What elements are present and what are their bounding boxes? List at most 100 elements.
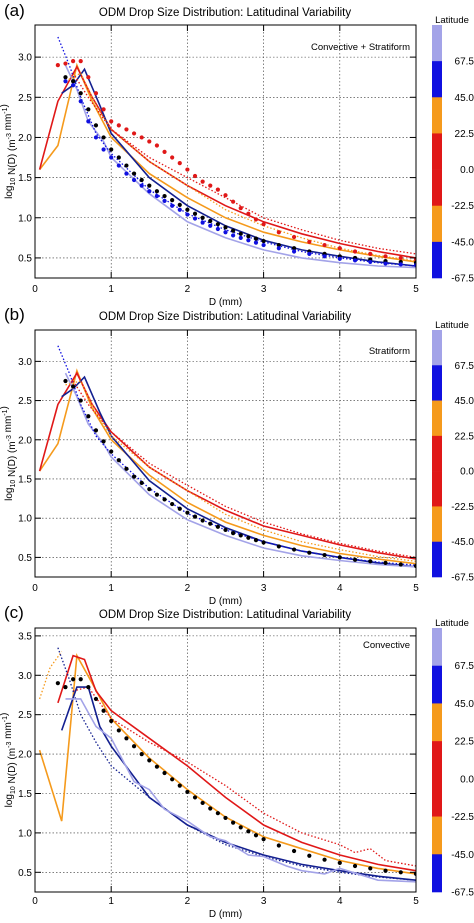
- data-point-black: [139, 751, 144, 757]
- data-point-red: [177, 161, 182, 166]
- data-point-blue: [185, 212, 190, 217]
- data-point-black: [276, 843, 281, 848]
- x-tick-label: 2: [185, 896, 191, 907]
- data-point-black: [101, 439, 106, 444]
- series-line-navy-dotted: [57, 647, 416, 881]
- colorbar-c: Latitude 67.5 45.0 22.5 0.0 -22.5 -45.0 -67.5: [432, 618, 474, 899]
- data-point-red: [368, 251, 373, 257]
- data-point-blue: [147, 189, 152, 194]
- data-point-red: [291, 234, 297, 240]
- data-point-black: [116, 155, 121, 160]
- data-point-red: [307, 239, 312, 244]
- data-point-black: [154, 492, 160, 497]
- data-point-black: [291, 246, 297, 251]
- y-axis-label-part: -1: [2, 409, 9, 415]
- data-point-blue: [109, 155, 114, 160]
- data-point-black: [147, 487, 152, 492]
- data-point-black: [162, 193, 167, 199]
- data-point-black: [215, 524, 220, 529]
- y-tick-label: 3.0: [18, 53, 32, 64]
- data-point-red: [101, 107, 106, 112]
- colorbar-tick-label: -45.0: [451, 850, 474, 861]
- data-point-black: [154, 764, 160, 769]
- data-point-blue: [93, 135, 99, 140]
- colorbar-tick-label: 45.0: [455, 396, 474, 407]
- data-point-red: [398, 255, 403, 261]
- x-tick-label: 1: [108, 896, 114, 907]
- data-point-black: [116, 458, 121, 463]
- data-point-red: [352, 249, 358, 254]
- data-point-black: [63, 685, 68, 690]
- data-point-black: [238, 825, 243, 830]
- data-point-black: [162, 497, 167, 502]
- colorbar-band-red: [432, 471, 442, 507]
- chart-subtitle: Convective + Stratiform: [311, 42, 410, 53]
- data-point-blue: [337, 256, 342, 261]
- data-point-red: [170, 155, 175, 160]
- y-tick-label: 3.0: [18, 357, 32, 368]
- y-tick-label: 0.5: [18, 253, 32, 264]
- x-tick-label: 5: [413, 583, 419, 594]
- colorbar-tick-label: -45.0: [451, 537, 474, 548]
- y-axis-label-part: N(D) (m: [7, 441, 18, 479]
- y-axis-label-part: 10: [10, 786, 17, 794]
- y-axis-label-part: -3: [6, 435, 13, 441]
- data-point-blue: [276, 246, 281, 251]
- plot-frame: [34, 329, 417, 578]
- y-axis-label-part: mm: [3, 114, 14, 133]
- data-point-blue: [200, 220, 205, 225]
- data-point-red: [139, 135, 144, 140]
- colorbar-tick-label: -22.5: [451, 502, 474, 513]
- data-point-black: [246, 535, 251, 540]
- data-point-blue: [307, 251, 312, 257]
- data-point-black: [93, 696, 99, 702]
- data-point-blue: [383, 261, 388, 266]
- colorbar-tick-label: -67.5: [451, 888, 474, 899]
- data-point-black: [413, 871, 416, 876]
- data-point-black: [170, 777, 175, 782]
- data-point-black: [368, 559, 373, 564]
- data-point-black: [307, 550, 312, 555]
- series-line-orange-dotted: [65, 72, 416, 262]
- x-axis-label: D (mm): [209, 596, 242, 607]
- colorbar-band-orange: [432, 816, 442, 855]
- data-point-black: [215, 222, 220, 227]
- y-tick-label: 2.5: [18, 93, 32, 104]
- data-point-black: [208, 521, 213, 526]
- y-tick-label: 2.5: [18, 710, 32, 721]
- y-axis-label-part: -1: [2, 107, 9, 113]
- data-point-red: [154, 143, 160, 148]
- data-point-red: [93, 91, 99, 96]
- colorbar-band-blue: [432, 541, 442, 578]
- plot-frame: [34, 24, 417, 279]
- data-point-blue: [101, 147, 106, 152]
- data-point-black: [170, 501, 175, 507]
- data-point-black: [185, 789, 190, 795]
- data-point-black: [231, 228, 236, 233]
- y-axis-label-part: log: [4, 488, 15, 501]
- data-point-red: [185, 167, 190, 172]
- data-point-blue: [398, 262, 403, 267]
- data-point-black: [55, 681, 60, 686]
- colorbar-tick-label: 0.0: [460, 774, 474, 785]
- data-point-blue: [139, 183, 144, 188]
- x-tick-label: 3: [261, 284, 267, 295]
- data-point-black: [78, 677, 83, 682]
- data-point-blue: [231, 233, 236, 238]
- colorbar-tick-label: 22.5: [455, 737, 474, 748]
- y-axis-label-part: -1: [2, 716, 9, 722]
- chart-title: ODM Drop Size Distribution: Latitudinal …: [99, 609, 351, 621]
- series-line-blue-dotted: [57, 345, 416, 566]
- data-point-blue: [170, 203, 175, 208]
- data-point-black: [398, 870, 403, 875]
- colorbar-tick-label: -67.5: [451, 274, 474, 285]
- data-point-black: [352, 863, 358, 869]
- colorbar-band-orange: [432, 97, 442, 134]
- panel-label: (a): [4, 1, 25, 20]
- y-axis-label-part: log: [4, 186, 15, 199]
- series-line-orange-dotted: [38, 651, 63, 700]
- x-axis-label: D (mm): [209, 909, 242, 920]
- y-tick-label: 1.5: [18, 173, 32, 184]
- data-point-red: [231, 199, 236, 204]
- y-tick-label: 0.5: [18, 868, 32, 879]
